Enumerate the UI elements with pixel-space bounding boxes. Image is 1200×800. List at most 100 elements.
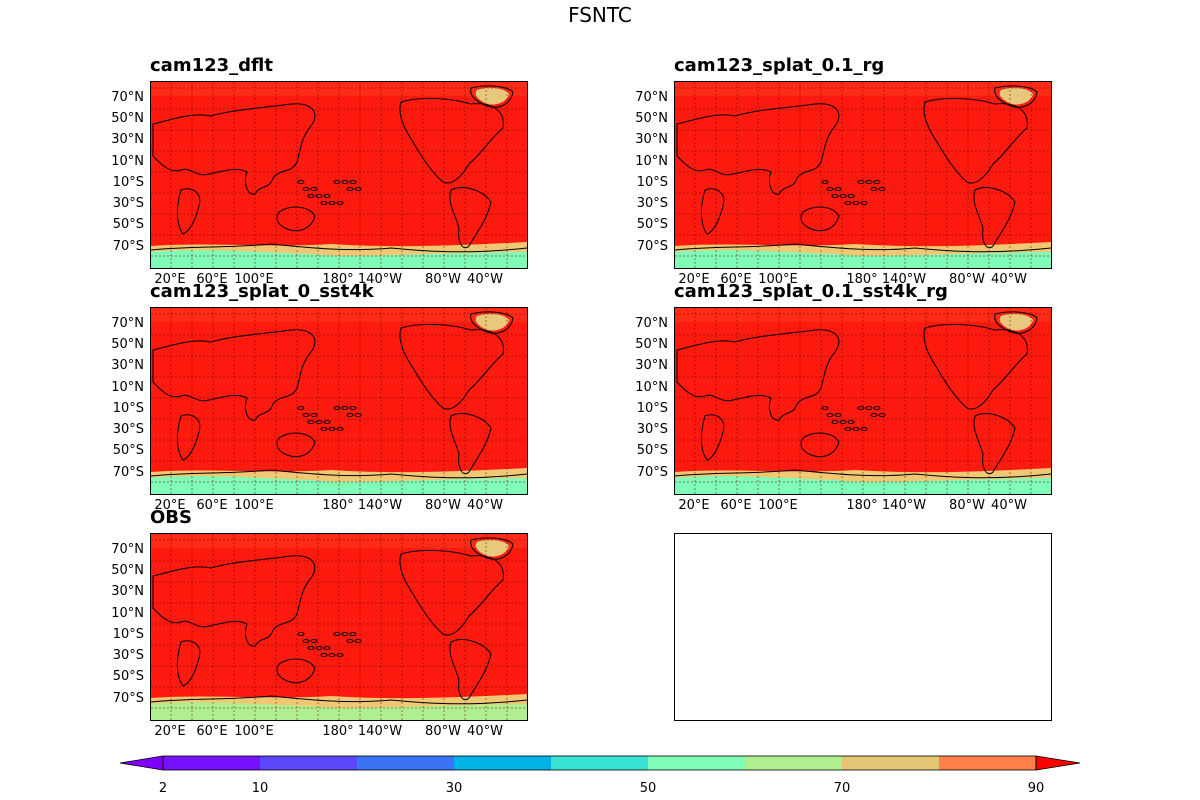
lat-tick-label: 30°N (111, 132, 144, 147)
panel-title: cam123_splat_0_sst4k (150, 281, 374, 302)
panel-title: cam123_splat_0.1_rg (674, 55, 885, 76)
coastlines (151, 537, 527, 705)
map-field (151, 82, 527, 268)
lon-tick-label: 20°E (678, 498, 710, 513)
lon-tick-label: 100°E (758, 498, 798, 513)
map-field (151, 534, 527, 720)
lon-tick-label: 20°E (154, 272, 186, 287)
lon-tick-label: 20°E (154, 498, 186, 513)
lon-tick-label: 180° (846, 272, 878, 287)
map-field (675, 82, 1051, 268)
field-greenland (999, 313, 1033, 331)
colorbar (119, 755, 1081, 771)
field-high-lat-north (151, 534, 527, 548)
lat-tick-label: 70°N (111, 316, 144, 331)
lon-tick-label: 180° (322, 272, 354, 287)
panel-title: OBS (150, 507, 192, 528)
colorbar-segment (745, 756, 843, 770)
lon-tick-label: 60°E (720, 272, 752, 287)
lat-tick-label: 50°S (112, 217, 144, 232)
field-high-lat-north (151, 82, 527, 96)
map-panel (674, 307, 1052, 495)
panel-title: cam123_dflt (150, 55, 273, 76)
lat-tick-label: 50°S (636, 443, 668, 458)
colorbar-tick-label: 10 (251, 781, 269, 796)
colorbar-tick-label: 2 (158, 781, 168, 796)
lat-tick-label: 30°S (112, 196, 144, 211)
field-greenland (475, 539, 509, 557)
lon-tick-label: 80°W (425, 724, 461, 739)
lat-tick-label: 50°N (111, 111, 144, 126)
lat-tick-label: 30°S (112, 422, 144, 437)
lat-tick-label: 30°S (636, 422, 668, 437)
lat-tick-label: 10°N (635, 380, 668, 395)
lat-tick-label: 70°S (112, 691, 144, 706)
lat-tick-label: 10°N (635, 154, 668, 169)
lon-tick-label: 180° (322, 724, 354, 739)
lon-tick-label: 20°E (154, 724, 186, 739)
colorbar-segment (260, 756, 358, 770)
lat-tick-label: 10°N (111, 380, 144, 395)
lat-tick-label: 70°N (635, 90, 668, 105)
lon-tick-label: 100°E (758, 272, 798, 287)
colorbar-extend-min (119, 755, 164, 771)
lon-tick-label: 140°W (357, 272, 403, 287)
lat-tick-label: 30°N (111, 584, 144, 599)
colorbar-segment (939, 756, 1037, 770)
lat-tick-label: 10°S (112, 401, 144, 416)
colorbar-extend-max (1035, 755, 1081, 771)
coastlines (675, 85, 1051, 253)
lat-tick-label: 30°S (636, 196, 668, 211)
lon-tick-label: 80°W (949, 498, 985, 513)
map-panel (150, 533, 528, 721)
lon-tick-label: 40°W (991, 272, 1027, 287)
lat-tick-label: 10°S (112, 175, 144, 190)
lat-tick-label: 50°N (635, 111, 668, 126)
lon-tick-label: 100°E (234, 724, 274, 739)
field-high-lat-north (151, 308, 527, 322)
colorbar-outline (162, 755, 1037, 771)
lon-tick-label: 40°W (467, 724, 503, 739)
coastlines (675, 311, 1051, 479)
colorbar-tick-label: 50 (639, 781, 657, 796)
lat-tick-label: 10°S (112, 627, 144, 642)
map-panel (150, 81, 528, 269)
map-gridlines (675, 308, 1051, 494)
lon-tick-label: 140°W (881, 272, 927, 287)
lat-tick-label: 50°N (635, 337, 668, 352)
lon-tick-label: 60°E (196, 272, 228, 287)
field-greenland (999, 87, 1033, 105)
lat-tick-label: 10°N (111, 154, 144, 169)
lat-tick-label: 70°S (636, 465, 668, 480)
map-field (675, 308, 1051, 494)
colorbar-tick-label: 30 (445, 781, 463, 796)
lon-tick-label: 180° (322, 498, 354, 513)
lon-tick-label: 60°E (720, 498, 752, 513)
lat-tick-label: 70°N (111, 90, 144, 105)
lat-tick-label: 70°N (111, 542, 144, 557)
colorbar-segment (163, 756, 261, 770)
lon-tick-label: 140°W (881, 498, 927, 513)
lon-tick-label: 40°W (467, 272, 503, 287)
map-panel (150, 307, 528, 495)
colorbar-segment (357, 756, 455, 770)
lat-tick-label: 30°N (111, 358, 144, 373)
lat-tick-label: 70°S (112, 465, 144, 480)
panel-title: cam123_splat_0.1_sst4k_rg (674, 281, 948, 302)
field-greenland (475, 87, 509, 105)
field-high-lat-north (675, 82, 1051, 96)
lat-tick-label: 30°N (635, 358, 668, 373)
empty-panel (674, 533, 1052, 721)
lon-tick-label: 80°W (949, 272, 985, 287)
lat-tick-label: 30°N (635, 132, 668, 147)
coastlines (151, 85, 527, 253)
lon-tick-label: 60°E (196, 724, 228, 739)
lon-tick-label: 40°W (467, 498, 503, 513)
map-panel (674, 81, 1052, 269)
lon-tick-label: 60°E (196, 498, 228, 513)
lat-tick-label: 10°N (111, 606, 144, 621)
lat-tick-label: 10°S (636, 401, 668, 416)
field-high-lat-north (675, 308, 1051, 322)
lat-tick-label: 70°S (112, 239, 144, 254)
field-greenland (475, 313, 509, 331)
